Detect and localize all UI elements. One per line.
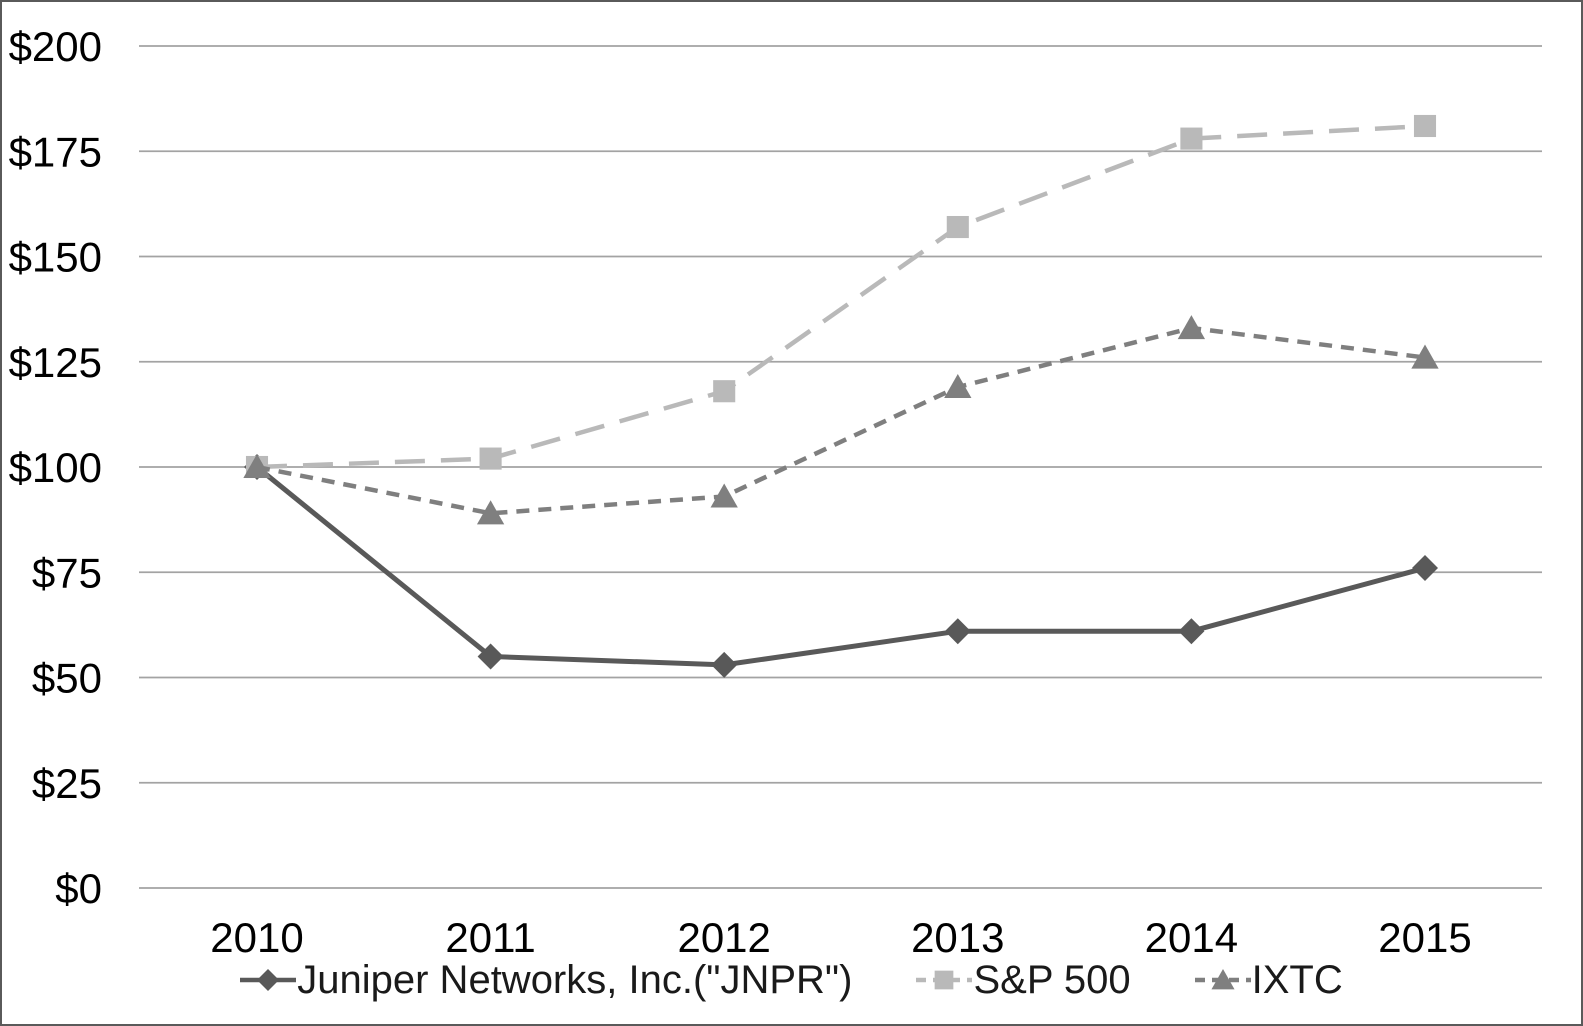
triangle-marker — [1411, 344, 1439, 369]
y-tick-label-50: $50 — [32, 655, 102, 702]
diamond-marker — [711, 651, 738, 678]
triangle-marker — [1211, 969, 1235, 990]
legend-label-ixtc: IXTC — [1251, 958, 1343, 1002]
triangle-marker — [710, 483, 738, 508]
triangle-legend-icon — [1194, 969, 1251, 990]
series-line-juniper-networks-inc-jnpr — [255, 465, 1426, 668]
x-axis-label-2011: 2011 — [445, 914, 535, 961]
x-axis-label-2012: 2012 — [677, 914, 770, 961]
square-marker — [713, 380, 736, 403]
y-tick-label-25: $25 — [32, 760, 102, 807]
x-axis-label-2014: 2014 — [1145, 914, 1238, 961]
y-tick-label-125: $125 — [9, 339, 102, 386]
legend-item-s-p-500: S&P 500 — [916, 958, 1131, 1002]
square-marker — [479, 447, 502, 470]
x-axis-label-2010: 2010 — [210, 914, 303, 961]
y-tick-label-100: $100 — [9, 444, 102, 491]
triangle-marker — [944, 374, 972, 399]
x-axis-label-2015: 2015 — [1378, 914, 1471, 961]
series-line-ixtc — [256, 325, 1426, 516]
chart-legend: Juniper Networks, Inc.("JNPR") S&P 500 IXT… — [2, 958, 1581, 1002]
square-legend-icon — [916, 970, 973, 990]
square-marker — [1413, 114, 1437, 138]
diamond-marker — [1412, 555, 1438, 582]
y-tick-label-0: $0 — [55, 865, 102, 912]
x-axis-label-2013: 2013 — [911, 914, 1004, 961]
diamond-marker — [257, 969, 280, 991]
triangle-marker — [1177, 315, 1206, 340]
diamond-marker — [944, 618, 971, 645]
triangle-marker — [476, 500, 505, 525]
square-marker — [935, 970, 954, 990]
square-marker — [946, 215, 969, 239]
legend-label-s-p-500: S&P 500 — [973, 958, 1131, 1002]
legend-item-juniper-networks-inc-jnpr: Juniper Networks, Inc.("JNPR") — [240, 958, 852, 1002]
legend-item-ixtc: IXTC — [1194, 958, 1343, 1002]
triangle-marker — [243, 454, 271, 479]
diamond-legend-icon — [240, 969, 297, 991]
y-tick-label-150: $150 — [9, 234, 102, 281]
square-marker — [1180, 127, 1203, 150]
y-tick-label-200: $200 — [9, 23, 102, 70]
y-tick-label-75: $75 — [32, 549, 102, 596]
series-line-s-p-500 — [256, 123, 1426, 470]
diamond-marker — [1178, 618, 1205, 645]
diamond-marker — [477, 643, 504, 670]
legend-label-juniper-networks-inc-jnpr: Juniper Networks, Inc.("JNPR") — [297, 958, 853, 1002]
y-tick-label-175: $175 — [9, 128, 102, 175]
